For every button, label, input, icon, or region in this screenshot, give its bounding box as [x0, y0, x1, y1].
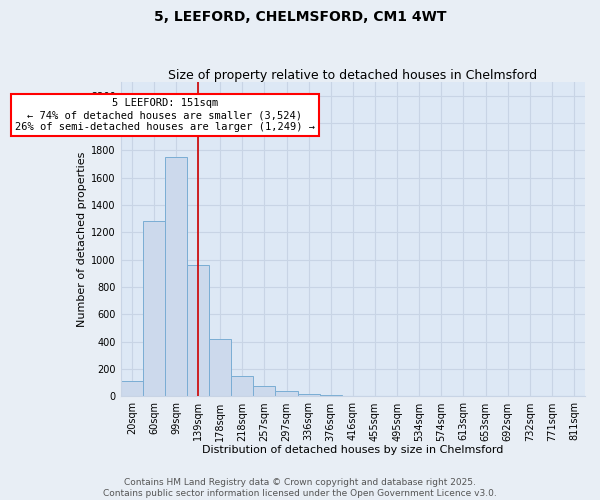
Bar [187, 265, 209, 396]
Bar [275, 391, 298, 396]
X-axis label: Distribution of detached houses by size in Chelmsford: Distribution of detached houses by size … [202, 445, 503, 455]
Text: 5, LEEFORD, CHELMSFORD, CM1 4WT: 5, LEEFORD, CHELMSFORD, CM1 4WT [154, 10, 446, 24]
Bar [143, 222, 165, 396]
Y-axis label: Number of detached properties: Number of detached properties [77, 152, 87, 327]
Bar [209, 339, 231, 396]
Bar [165, 157, 187, 396]
Bar [320, 395, 342, 396]
Bar [231, 376, 253, 396]
Bar [121, 382, 143, 396]
Text: 5 LEEFORD: 151sqm
← 74% of detached houses are smaller (3,524)
26% of semi-detac: 5 LEEFORD: 151sqm ← 74% of detached hous… [15, 98, 315, 132]
Bar [253, 386, 275, 396]
Text: Contains HM Land Registry data © Crown copyright and database right 2025.
Contai: Contains HM Land Registry data © Crown c… [103, 478, 497, 498]
Bar [298, 394, 320, 396]
Title: Size of property relative to detached houses in Chelmsford: Size of property relative to detached ho… [168, 69, 538, 82]
